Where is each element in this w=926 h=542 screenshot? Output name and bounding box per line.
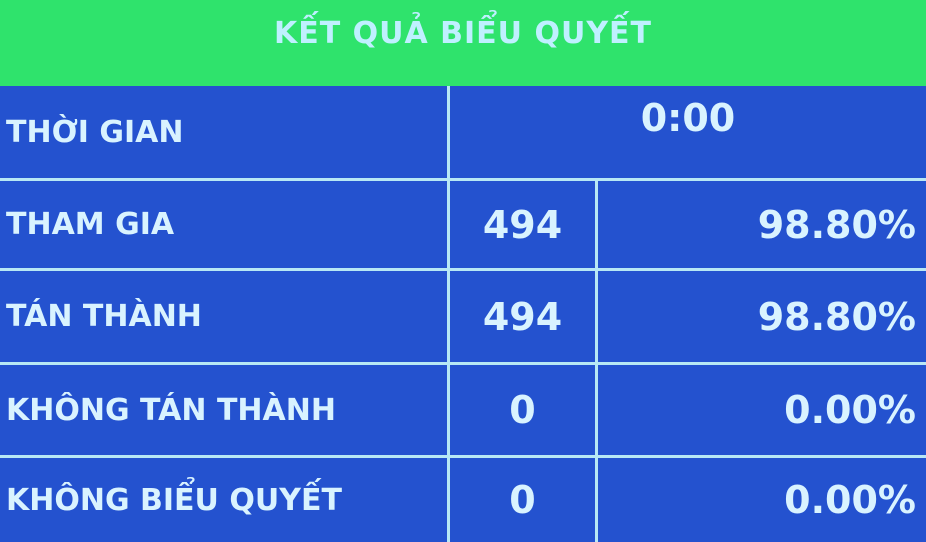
row-count: 494 <box>447 268 595 362</box>
row-percent: 0.00% <box>595 455 926 542</box>
row-count: 0 <box>447 362 595 455</box>
row-label: THAM GIA <box>0 178 447 268</box>
time-value: 0:00 <box>447 86 926 178</box>
row-label: TÁN THÀNH <box>0 268 447 362</box>
time-label: THỜI GIAN <box>6 114 184 150</box>
row-percent: 98.80% <box>595 178 926 268</box>
row-label: KHÔNG TÁN THÀNH <box>0 362 447 455</box>
results-title: KẾT QUẢ BIỂU QUYẾT <box>273 15 653 51</box>
row-percent: 98.80% <box>595 268 926 362</box>
row-count: 0 <box>447 455 595 542</box>
row-percent: 0.00% <box>595 362 926 455</box>
results-header: KẾT QUẢ BIỂU QUYẾT <box>0 0 926 86</box>
results-table: THỜI GIAN 0:00 THAM GIA 494 98.80% TÁN T… <box>0 86 926 542</box>
row-label: KHÔNG BIỂU QUYẾT <box>0 455 447 542</box>
row-count: 494 <box>447 178 595 268</box>
